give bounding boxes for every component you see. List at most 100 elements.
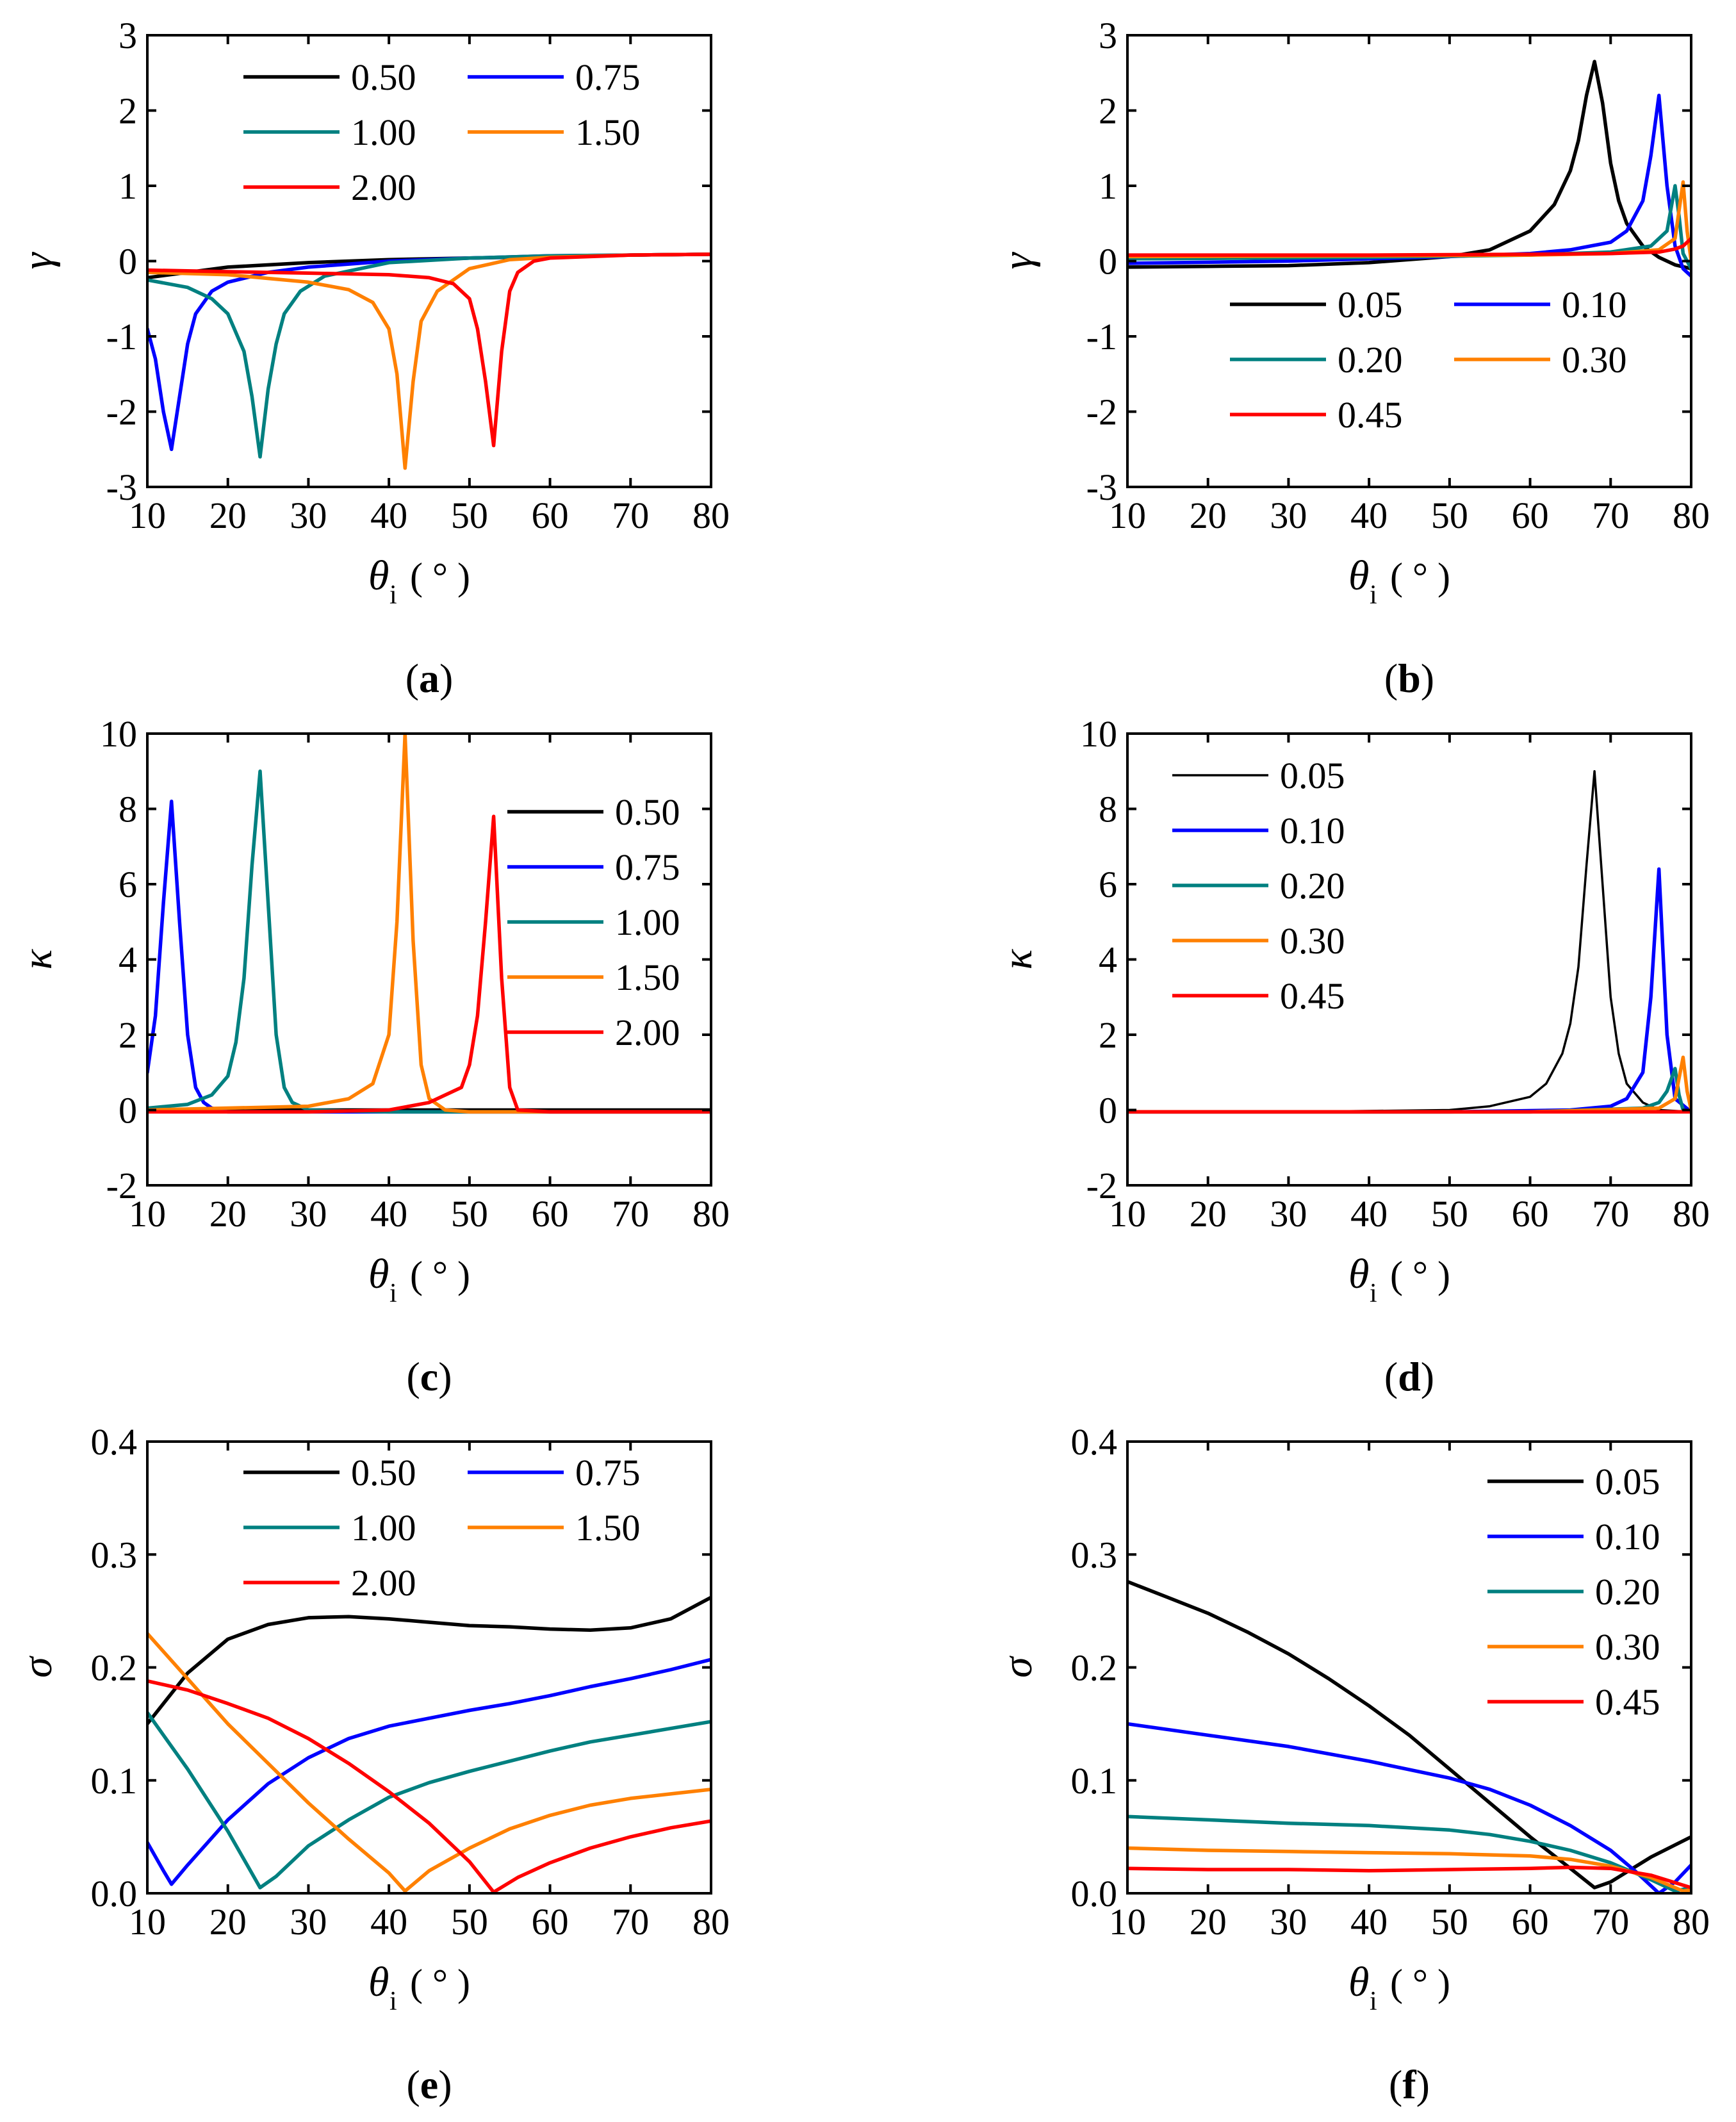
chart-panel-b: 10 20 30 40 50 60 70 80 -3 -2 -1 0 1 2 3 γ θ i ( ° ) (b) 0.0… bbox=[994, 15, 1710, 701]
panel-label-open: ( bbox=[406, 1354, 420, 1399]
legend-label: 0.20 bbox=[1338, 339, 1403, 381]
legend-label: 0.05 bbox=[1280, 755, 1345, 796]
legend-label: 1.00 bbox=[351, 1507, 416, 1549]
x-axis-subscript: i bbox=[389, 1987, 397, 2016]
x-tick-label: 20 bbox=[1190, 495, 1227, 536]
legend: 0.50 0.75 1.00 1.50 2.00 bbox=[243, 56, 641, 208]
y-tick-label: 4 bbox=[1099, 939, 1117, 981]
panel-label: (e) bbox=[406, 2062, 452, 2107]
x-tick-label: 10 bbox=[1109, 1901, 1146, 1943]
series-line-0.30 bbox=[1127, 1846, 1691, 1893]
y-tick-label: 0 bbox=[119, 241, 137, 283]
chart-panel-d: 10 20 30 40 50 60 70 80 -2 0 2 4 6 8 10 κ θ i ( ° ) (d) 0.05… bbox=[994, 713, 1710, 1399]
x-axis-subscript: i bbox=[1370, 1279, 1377, 1308]
y-tick-label: 6 bbox=[119, 864, 137, 905]
legend-label: 0.50 bbox=[351, 56, 416, 98]
y-tick-label: 1 bbox=[119, 165, 137, 207]
panel-label-letter: d bbox=[1398, 1354, 1421, 1399]
legend-label: 0.20 bbox=[1280, 865, 1345, 907]
y-tick-label: -3 bbox=[106, 466, 137, 508]
legend-label: 1.50 bbox=[615, 957, 680, 998]
y-tick-label: -2 bbox=[1086, 391, 1117, 433]
x-tick-label: 20 bbox=[209, 1193, 247, 1235]
x-tick-label: 10 bbox=[129, 1193, 166, 1235]
panel-label: (f) bbox=[1389, 2062, 1430, 2107]
series-line-0.20 bbox=[1127, 1814, 1691, 1893]
series-line-2.00 bbox=[147, 1679, 711, 1893]
y-tick-label: 0.3 bbox=[91, 1534, 138, 1575]
legend-label: 2.00 bbox=[351, 1562, 416, 1604]
y-tick-label: 0 bbox=[119, 1090, 137, 1131]
x-axis-unit: ( ° ) bbox=[410, 1962, 470, 2004]
panel-label: (b) bbox=[1384, 655, 1434, 701]
y-axis-title: κ bbox=[994, 948, 1041, 969]
series-line-0.30 bbox=[1127, 180, 1691, 263]
series-line-0.10 bbox=[1127, 867, 1691, 1114]
series-group bbox=[147, 252, 711, 470]
y-tick-label: 4 bbox=[119, 939, 137, 981]
x-tick-label: 70 bbox=[612, 1193, 649, 1235]
legend-label: 2.00 bbox=[351, 167, 416, 208]
legend-label: 0.45 bbox=[1280, 975, 1345, 1017]
series-line-0.30 bbox=[1127, 1055, 1691, 1114]
series-group bbox=[147, 1595, 711, 1893]
legend-label: 1.50 bbox=[575, 1507, 641, 1549]
y-axis-title: σ bbox=[14, 1656, 61, 1678]
x-tick-label: 30 bbox=[290, 1193, 327, 1235]
panel-label-open: ( bbox=[1384, 1354, 1398, 1399]
y-tick-label: 8 bbox=[1099, 789, 1117, 830]
x-tick-label: 70 bbox=[1592, 1901, 1629, 1943]
legend: 0.05 0.10 0.20 0.30 0.45 bbox=[1172, 755, 1345, 1017]
y-tick-label: 0.0 bbox=[1071, 1873, 1118, 1914]
chart-panel-e: 10 20 30 40 50 60 70 80 0.0 0.1 0.2 0.3 0.4 σ θ i ( ° ) (… bbox=[14, 1421, 730, 2107]
y-tick-label: 1 bbox=[1099, 165, 1117, 207]
chart-panel-a: 10 20 30 40 50 60 70 80 -3 -2 -1 0 1 2 3 γ θ i ( ° ) (a) 0.5… bbox=[14, 15, 730, 701]
y-tick-label: 3 bbox=[1099, 15, 1117, 56]
series-group bbox=[1127, 1579, 1691, 1893]
y-axis-title: κ bbox=[14, 948, 61, 969]
x-tick-label: 50 bbox=[1431, 1901, 1468, 1943]
series-line-1.50 bbox=[147, 1631, 711, 1893]
panel-label-close: ) bbox=[438, 2062, 452, 2107]
series-line-0.75 bbox=[147, 1657, 711, 1886]
legend-label: 0.30 bbox=[1595, 1626, 1660, 1668]
x-tick-label: 10 bbox=[129, 1901, 166, 1943]
legend: 0.05 0.10 0.20 0.30 0.45 bbox=[1230, 284, 1627, 436]
legend-label: 0.45 bbox=[1595, 1681, 1660, 1723]
x-tick-label: 10 bbox=[129, 495, 166, 536]
panel-label: (c) bbox=[406, 1354, 452, 1399]
legend-label: 0.50 bbox=[351, 1452, 416, 1493]
legend-label: 1.00 bbox=[351, 111, 416, 153]
y-axis-title: γ bbox=[994, 252, 1041, 270]
legend-label: 0.05 bbox=[1338, 284, 1403, 325]
series-line-1.50 bbox=[147, 734, 711, 1114]
series-line-0.10 bbox=[1127, 1722, 1691, 1893]
series-line-1.00 bbox=[147, 252, 711, 459]
y-tick-label: -1 bbox=[106, 316, 137, 358]
series-line-0.45 bbox=[1127, 1865, 1691, 1889]
y-tick-label: 0.1 bbox=[91, 1760, 138, 1802]
panel-label-close: ) bbox=[1421, 1354, 1434, 1399]
legend-label: 0.10 bbox=[1562, 284, 1627, 325]
series-line-0.05 bbox=[1127, 60, 1691, 271]
x-axis-title: θ bbox=[1348, 552, 1369, 599]
series-line-2.00 bbox=[147, 814, 711, 1114]
y-tick-label: 0.3 bbox=[1071, 1534, 1118, 1575]
x-tick-label: 40 bbox=[1350, 495, 1388, 536]
x-tick-label: 70 bbox=[612, 495, 649, 536]
x-tick-label: 40 bbox=[1350, 1193, 1388, 1235]
x-tick-label: 60 bbox=[532, 1193, 569, 1235]
x-tick-label: 70 bbox=[1592, 1193, 1629, 1235]
legend-label: 2.00 bbox=[615, 1012, 680, 1053]
legend-label: 1.00 bbox=[615, 901, 680, 943]
panel-label-open: ( bbox=[405, 655, 419, 701]
legend-label: 0.50 bbox=[615, 791, 680, 833]
x-axis-subscript: i bbox=[389, 580, 397, 610]
panel-label-close: ) bbox=[1416, 2062, 1430, 2107]
x-tick-label: 60 bbox=[532, 495, 569, 536]
y-tick-label: -2 bbox=[1086, 1165, 1117, 1206]
x-axis-unit: ( ° ) bbox=[1390, 1962, 1450, 2004]
series-line-0.05 bbox=[1127, 1579, 1691, 1889]
y-tick-label: 10 bbox=[1080, 713, 1117, 755]
